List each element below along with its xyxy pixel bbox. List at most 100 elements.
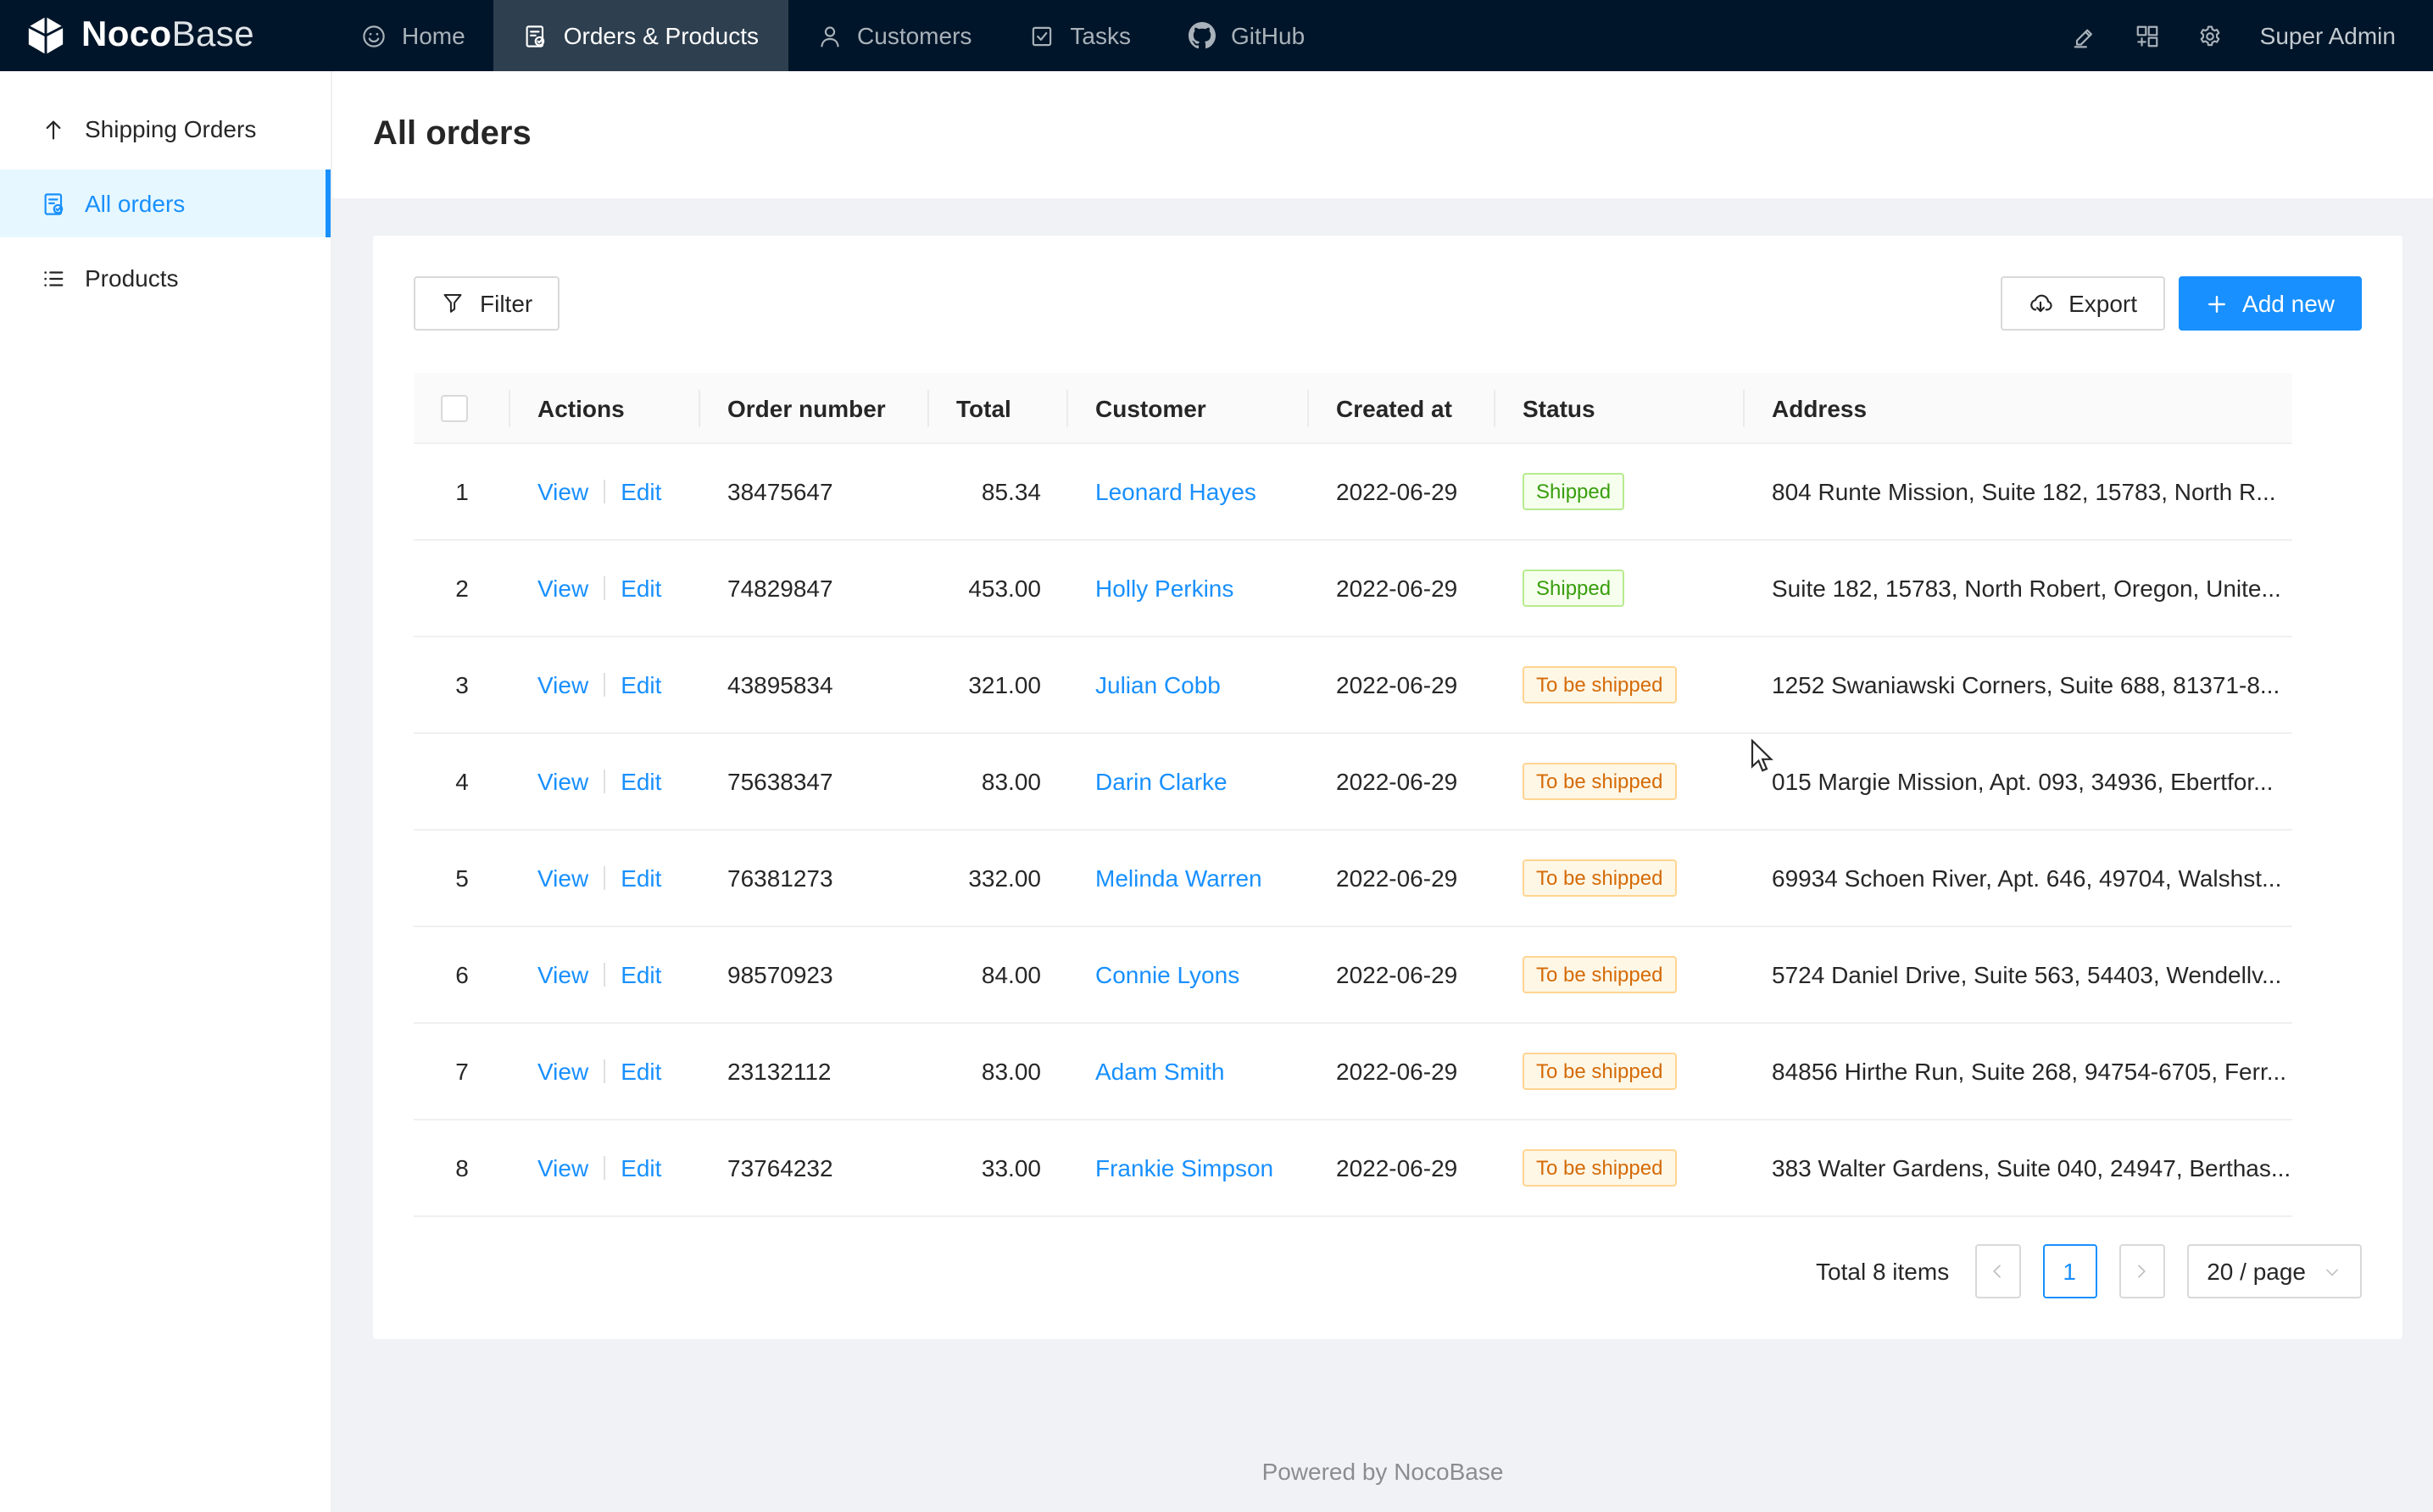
address-cell: 015 Margie Mission, Apt. 093, 34936, Ebe… — [1745, 733, 2292, 831]
settings-button[interactable] — [2197, 23, 2223, 48]
customers-icon — [816, 23, 842, 48]
edit-link[interactable]: Edit — [621, 478, 662, 506]
row-index: 5 — [414, 830, 510, 928]
sidebar-item-products[interactable]: Products — [0, 244, 331, 312]
chevron-right-icon — [2131, 1262, 2152, 1282]
nocobase-logo-icon — [24, 14, 68, 58]
action-divider — [604, 770, 606, 794]
edit-link[interactable]: Edit — [621, 671, 662, 699]
footer-text: Powered by NocoBase — [1261, 1458, 1504, 1485]
nav-item-home[interactable]: Home — [332, 0, 494, 71]
chevron-down-icon — [2323, 1263, 2341, 1281]
total-cell: 83.00 — [929, 1023, 1068, 1121]
page-size-select[interactable]: 20 / page — [2186, 1244, 2362, 1299]
edit-link[interactable]: Edit — [621, 1058, 662, 1086]
created-at-cell: 2022-06-29 — [1309, 926, 1495, 1025]
view-link[interactable]: View — [537, 961, 589, 989]
logo[interactable]: NocoBase — [0, 0, 332, 71]
row-index: 3 — [414, 636, 510, 735]
customer-link[interactable]: Frankie Simpson — [1095, 1154, 1274, 1182]
select-all-checkbox[interactable] — [441, 395, 468, 423]
main-area: All orders Filter Export — [332, 71, 2433, 1512]
nav-item-orders-products[interactable]: Orders & Products — [493, 0, 788, 71]
address-cell: 5724 Daniel Drive, Suite 563, 54403, Wen… — [1745, 926, 2292, 1025]
export-button[interactable]: Export — [2001, 276, 2165, 331]
arrow-up-icon — [41, 116, 66, 142]
row-index: 1 — [414, 443, 510, 542]
view-link[interactable]: View — [537, 1058, 589, 1086]
actions-cell: View Edit — [510, 443, 700, 542]
edit-link[interactable]: Edit — [621, 864, 662, 892]
customer-link[interactable]: Julian Cobb — [1095, 671, 1221, 699]
action-divider — [604, 1059, 606, 1084]
list-icon — [41, 265, 66, 291]
prev-page-button[interactable] — [1974, 1244, 2021, 1299]
customer-link[interactable]: Leonard Hayes — [1095, 478, 1256, 506]
column-header-status: Status — [1495, 373, 1745, 445]
customer-link[interactable]: Darin Clarke — [1095, 768, 1228, 796]
address-cell: 804 Runte Mission, Suite 182, 15783, Nor… — [1745, 443, 2292, 542]
address-cell: 1252 Swaniawski Corners, Suite 688, 8137… — [1745, 636, 2292, 735]
actions-cell: View Edit — [510, 1023, 700, 1121]
github-icon — [1189, 22, 1216, 49]
table-header: Actions Order number Total Customer Created … — [414, 373, 2292, 445]
customer-cell: Darin Clarke — [1068, 733, 1309, 831]
pagination-total: Total 8 items — [1816, 1258, 1950, 1286]
customer-link[interactable]: Holly Perkins — [1095, 575, 1234, 603]
status-cell: To be shipped — [1495, 1120, 1745, 1218]
address-cell: 383 Walter Gardens, Suite 040, 24947, Be… — [1745, 1120, 2292, 1218]
created-at-cell: 2022-06-29 — [1309, 830, 1495, 928]
edit-link[interactable]: Edit — [621, 768, 662, 796]
created-at-cell: 2022-06-29 — [1309, 1120, 1495, 1218]
nav-item-customers[interactable]: Customers — [788, 0, 1000, 71]
customer-link[interactable]: Connie Lyons — [1095, 961, 1240, 989]
status-cell: To be shipped — [1495, 636, 1745, 735]
column-header-customer: Customer — [1068, 373, 1309, 445]
view-link[interactable]: View — [537, 1154, 589, 1182]
next-page-button[interactable] — [2118, 1244, 2165, 1299]
smiley-icon — [361, 23, 387, 48]
order-file-icon — [523, 23, 548, 48]
ui-editor-button[interactable] — [2072, 23, 2097, 48]
sidebar-item-shipping-orders[interactable]: Shipping Orders — [0, 95, 331, 163]
status-badge: To be shipped — [1523, 1053, 1677, 1091]
total-cell: 453.00 — [929, 540, 1068, 638]
action-divider — [604, 673, 606, 698]
customer-link[interactable]: Melinda Warren — [1095, 864, 1262, 892]
view-link[interactable]: View — [537, 768, 589, 796]
edit-link[interactable]: Edit — [621, 575, 662, 603]
order-number-cell: 98570923 — [700, 926, 929, 1025]
top-navbar: NocoBase Home Orders & Products Customers T… — [0, 0, 2433, 71]
user-menu[interactable]: Super Admin — [2259, 22, 2396, 49]
view-link[interactable]: View — [537, 478, 589, 506]
actions-cell: View Edit — [510, 926, 700, 1025]
filter-icon — [441, 292, 465, 315]
sidebar-item-label: Products — [85, 264, 179, 292]
view-link[interactable]: View — [537, 864, 589, 892]
plugin-manager-button[interactable] — [2135, 23, 2160, 48]
table-row: 6 View Edit 98570923 84.00 Connie Lyons 2022-0… — [414, 926, 2292, 1025]
filter-button[interactable]: Filter — [414, 276, 560, 331]
customer-link[interactable]: Adam Smith — [1095, 1058, 1225, 1086]
add-new-button[interactable]: Add new — [2178, 276, 2362, 331]
status-badge: Shipped — [1523, 473, 1625, 511]
order-number-cell: 74829847 — [700, 540, 929, 638]
sidebar-item-all-orders[interactable]: All orders — [0, 170, 331, 237]
order-number-cell: 38475647 — [700, 443, 929, 542]
page-number-button[interactable]: 1 — [2042, 1244, 2097, 1299]
column-header-actions: Actions — [510, 373, 700, 445]
edit-link[interactable]: Edit — [621, 961, 662, 989]
nav-item-github[interactable]: GitHub — [1160, 0, 1333, 71]
edit-link[interactable]: Edit — [621, 1154, 662, 1182]
plus-icon — [2205, 292, 2227, 314]
toolbar-right: Export Add new — [2001, 276, 2362, 331]
table-row: 5 View Edit 76381273 332.00 Melinda Warren 202… — [414, 830, 2292, 928]
view-link[interactable]: View — [537, 671, 589, 699]
status-cell: To be shipped — [1495, 926, 1745, 1025]
row-index: 7 — [414, 1023, 510, 1121]
nav-item-label: Customers — [857, 22, 972, 49]
view-link[interactable]: View — [537, 575, 589, 603]
nav-item-tasks[interactable]: Tasks — [1000, 0, 1160, 71]
status-badge: To be shipped — [1523, 956, 1677, 994]
row-index: 8 — [414, 1120, 510, 1218]
